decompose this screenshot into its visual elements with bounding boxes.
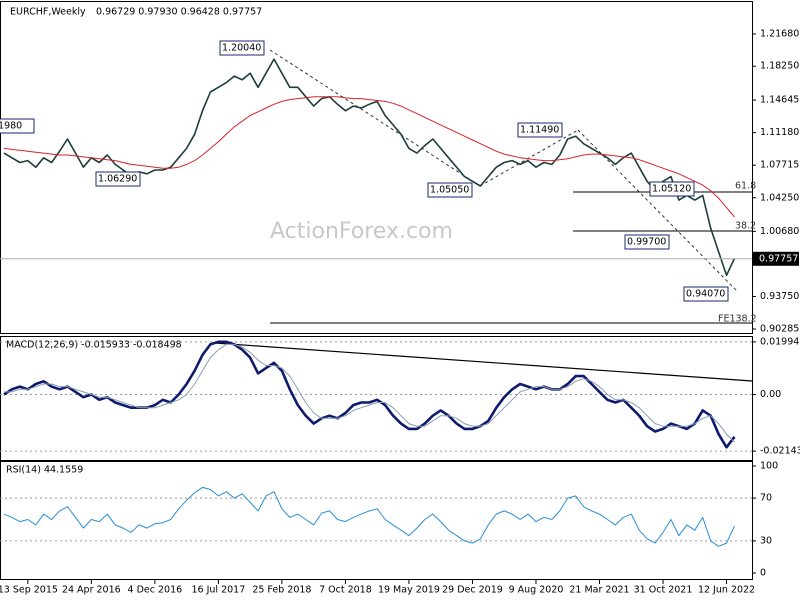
annotation-box [517, 122, 563, 138]
annotation: 1.06290 [98, 174, 137, 185]
y-tick-label: 1.18250 [760, 61, 799, 72]
x-tick-label: 25 Feb 2018 [252, 585, 311, 596]
y-tick-label: 0.00 [760, 389, 781, 400]
y-tick-label: 1.11180 [760, 127, 799, 138]
annotation: 0.94070 [686, 289, 725, 300]
macd-title: MACD(12,26,9) -0.015933 -0.018498 [6, 340, 182, 351]
y-tick-label: 1.07715 [760, 160, 799, 171]
series-line [4, 343, 735, 443]
annotation: 1.05050 [430, 185, 469, 196]
series-line [3, 96, 735, 218]
annotation-box [649, 181, 695, 197]
symbol: EURCHF,Weekly [10, 7, 86, 18]
last-price-label: 0.97757 [759, 253, 798, 264]
x-tick-label: 9 Aug 2020 [509, 585, 564, 596]
y-tick-label: -0.021434 [760, 446, 800, 457]
y-tick-label: 1.21680 [760, 28, 799, 39]
annotation: 1.11490 [520, 125, 559, 136]
x-tick-label: 13 Sep 2015 [0, 585, 58, 596]
annotation: 61.8 [735, 181, 756, 192]
x-tick-label: 19 May 2019 [378, 585, 440, 596]
x-tick-label: 4 Dec 2016 [128, 585, 183, 596]
x-tick-label: 24 Apr 2016 [62, 585, 121, 596]
series-line [3, 340, 736, 449]
x-tick-label: 7 Oct 2018 [319, 585, 372, 596]
price-panel [0, 1, 753, 334]
y-tick-label: 30 [760, 535, 772, 546]
x-tick-label: 12 Jun 2022 [698, 585, 755, 596]
annotation: FE138.2 [718, 314, 757, 325]
y-tick-label: 1.00680 [760, 226, 799, 237]
annotation-box [219, 40, 265, 56]
y-tick-label: 100 [760, 460, 778, 471]
y-tick-label: 1.04250 [760, 192, 799, 203]
x-tick-label: 29 Dec 2019 [442, 585, 503, 596]
y-tick-label: 0.019943 [760, 336, 800, 347]
series-line [3, 486, 735, 547]
x-tick-label: 16 Jul 2017 [191, 585, 245, 596]
watermark: ActionForex.com [270, 219, 453, 244]
annotation-box [427, 182, 473, 198]
x-tick-label: 31 Oct 2021 [634, 585, 693, 596]
annotation-box [0, 118, 35, 134]
annotation-box [624, 234, 670, 250]
macd-trend [214, 342, 753, 382]
annotation: 38.2 [735, 221, 756, 232]
annotation: 1.20040 [222, 43, 261, 54]
annotation-box [95, 171, 141, 187]
y-tick-label: 70 [760, 493, 772, 504]
last-price-box [753, 251, 799, 266]
x-tick-label: 21 Mar 2021 [569, 585, 629, 596]
rsi-title: RSI(14) 44.1559 [6, 465, 83, 476]
ohlc: 0.96729 0.97930 0.96428 0.97757 [96, 7, 262, 18]
annotation: 0.99700 [627, 237, 666, 248]
macd-panel [0, 336, 753, 461]
y-tick-label: 0.93750 [760, 291, 799, 302]
annotation: 1.05120 [652, 184, 691, 195]
annotation: 11980 [0, 121, 22, 132]
rsi-panel [0, 461, 753, 580]
y-tick-label: 1.14645 [760, 95, 799, 106]
y-tick-label: 0.90285 [760, 324, 799, 335]
annotation-box [683, 286, 729, 302]
y-tick-label: 0 [760, 568, 766, 579]
